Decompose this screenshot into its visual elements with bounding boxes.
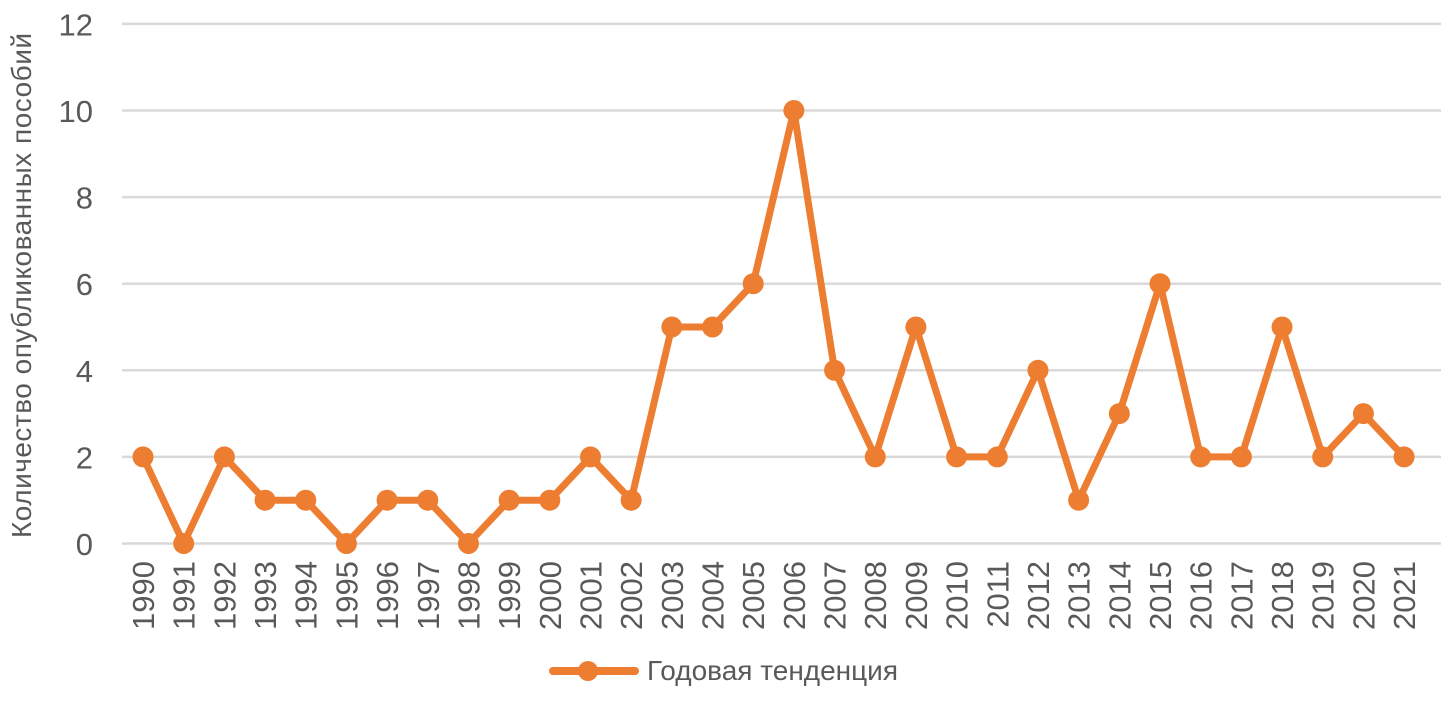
y-tick-label: 8 <box>76 181 93 216</box>
x-tick-label: 2012 <box>1021 561 1056 630</box>
x-tick-label: 2000 <box>533 561 568 630</box>
x-tick-label: 1998 <box>451 561 486 630</box>
x-tick-label: 1990 <box>126 561 161 630</box>
x-tick-label: 2015 <box>1143 561 1178 630</box>
series-markers <box>132 100 1415 554</box>
x-tick-label: 2001 <box>573 561 608 630</box>
x-tick-label: 1999 <box>492 561 527 630</box>
data-point-marker <box>783 100 805 121</box>
x-tick-label: 2019 <box>1306 561 1341 630</box>
y-axis-tick-labels: 0 2 4 6 8 10 12 <box>59 7 93 562</box>
data-point-marker <box>498 489 520 511</box>
x-tick-label: 2013 <box>1062 561 1097 630</box>
data-point-marker <box>702 316 724 338</box>
data-point-marker <box>986 446 1008 468</box>
data-point-marker <box>864 446 886 468</box>
data-point-marker <box>213 446 235 468</box>
x-tick-label: 2010 <box>940 561 975 630</box>
x-tick-label: 2014 <box>1102 561 1137 630</box>
y-tick-label: 4 <box>76 354 93 389</box>
x-tick-label: 1994 <box>289 561 324 630</box>
x-tick-label: 2020 <box>1346 561 1381 630</box>
data-point-marker <box>1027 359 1049 381</box>
data-point-marker <box>620 489 642 511</box>
data-point-marker <box>1393 446 1415 468</box>
data-point-marker <box>539 489 561 511</box>
data-point-marker <box>376 489 398 511</box>
chart-legend: Годовая тенденция <box>0 655 1446 687</box>
y-tick-label: 0 <box>76 527 93 562</box>
x-tick-label: 1992 <box>207 561 242 630</box>
x-tick-label: 1991 <box>167 561 202 630</box>
x-tick-label: 1996 <box>370 561 405 630</box>
data-point-marker <box>1149 273 1171 295</box>
data-point-marker <box>457 533 479 554</box>
legend-line-marker-icon <box>549 661 639 681</box>
y-tick-label: 10 <box>59 94 93 129</box>
y-tick-label: 6 <box>76 267 93 302</box>
data-point-marker <box>1312 446 1334 468</box>
y-tick-label: 12 <box>59 7 93 42</box>
x-tick-label: 2017 <box>1224 561 1259 630</box>
data-point-marker <box>1068 489 1090 511</box>
data-point-marker <box>742 273 764 295</box>
x-tick-label: 2018 <box>1265 561 1300 630</box>
data-point-marker <box>579 446 601 468</box>
x-tick-label: 2021 <box>1387 561 1422 630</box>
x-tick-label: 2002 <box>614 561 649 630</box>
x-tick-label: 1993 <box>248 561 283 630</box>
x-tick-label: 2008 <box>858 561 893 630</box>
data-point-marker <box>1190 446 1212 468</box>
legend-series-label: Годовая тенденция <box>647 655 898 686</box>
x-tick-label: 1995 <box>329 561 364 630</box>
x-tick-label: 2006 <box>777 561 812 630</box>
data-point-marker <box>173 533 195 554</box>
x-tick-label: 2007 <box>818 561 853 630</box>
data-point-marker <box>946 446 968 468</box>
y-tick-label: 2 <box>76 440 93 475</box>
data-point-marker <box>1230 446 1252 468</box>
data-point-marker <box>905 316 927 338</box>
data-point-marker <box>254 489 276 511</box>
data-point-marker <box>1271 316 1293 338</box>
x-tick-label: 2016 <box>1184 561 1219 630</box>
legend-marker <box>578 661 598 681</box>
gridlines <box>122 22 1441 545</box>
data-point-marker <box>417 489 439 511</box>
x-tick-label: 2003 <box>655 561 690 630</box>
x-tick-label: 2004 <box>696 561 731 630</box>
data-point-marker <box>824 359 846 381</box>
x-axis-tick-labels: 1990 1991 1992 1993 1994 1995 1996 1997 1998 1999… <box>126 561 1422 630</box>
series-line <box>139 107 1408 547</box>
x-tick-label: 2005 <box>736 561 771 630</box>
x-tick-label: 2009 <box>899 561 934 630</box>
data-point-marker <box>335 533 357 554</box>
data-point-marker <box>1108 403 1130 425</box>
data-point-marker <box>1352 403 1374 425</box>
x-tick-label: 2011 <box>980 561 1015 628</box>
data-point-marker <box>661 316 683 338</box>
x-tick-label: 1997 <box>411 561 446 630</box>
data-point-marker <box>132 446 154 468</box>
data-point-marker <box>295 489 317 511</box>
